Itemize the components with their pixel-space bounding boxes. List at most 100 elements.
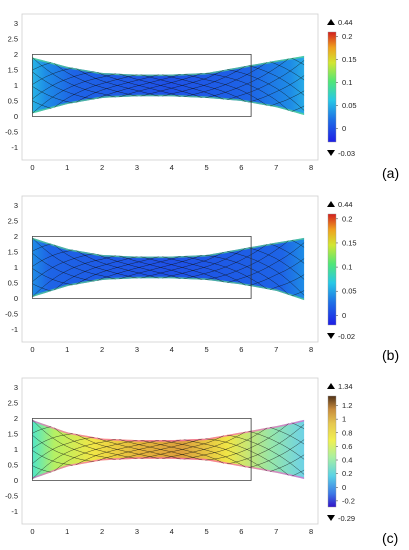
mesh-line	[140, 251, 225, 279]
figure-panels: 32.521.510.50-0.5-10 1 2 3 4 5 6 7 80.44-0.030.2…	[5, 13, 409, 546]
colorbar-tick-label: 0.2	[342, 32, 352, 41]
y-tick-label: -0.5	[5, 128, 18, 137]
mesh-line	[269, 61, 305, 115]
colorbar-tick-label: 0.05	[342, 287, 357, 296]
mesh-line	[205, 58, 289, 99]
y-tick-label: 2.5	[8, 34, 18, 43]
mesh-line	[226, 419, 305, 465]
mesh-line	[269, 419, 305, 472]
y-tick-label: 1.5	[8, 247, 18, 256]
colorbar-tick-label: 1	[342, 415, 346, 424]
mesh-line	[140, 69, 225, 97]
mesh-line	[248, 55, 305, 103]
x-tick-label: 6	[239, 163, 243, 172]
mesh-line	[183, 62, 268, 98]
mesh-line	[118, 438, 203, 460]
mesh-line	[313, 420, 397, 479]
mesh-line	[32, 253, 95, 298]
colorbar-max-marker	[327, 383, 335, 389]
mesh-line	[53, 74, 138, 108]
x-tick-label: 0	[30, 163, 34, 172]
mesh-line	[161, 247, 246, 279]
y-tick-label: 2	[14, 232, 18, 241]
colorbar-tick-label: 0.2	[342, 214, 352, 223]
mesh-line	[378, 56, 409, 115]
colorbar-min-marker	[327, 150, 335, 156]
x-tick-label: 3	[135, 345, 139, 354]
mesh-line	[269, 427, 305, 479]
mesh-line	[118, 72, 203, 98]
mesh-line	[118, 254, 203, 280]
mesh-line	[400, 56, 409, 115]
y-tick-label: 1.5	[8, 65, 18, 74]
mesh-line	[226, 55, 305, 100]
y-tick-label: 0.5	[8, 460, 18, 469]
x-tick-label: 1	[65, 163, 69, 172]
colorbar-tick-label: 1.2	[342, 401, 352, 410]
mesh-line	[356, 420, 409, 479]
x-tick-label: 7	[274, 163, 278, 172]
top-edge-band	[32, 55, 305, 77]
y-tick-label: 3	[14, 19, 18, 28]
y-tick-label: 0	[14, 294, 18, 303]
colorbar-tick-label: 0	[342, 311, 346, 320]
mesh-line	[161, 431, 246, 460]
mesh-line	[32, 433, 73, 479]
y-tick-label: 3	[14, 201, 18, 210]
mesh-line	[400, 238, 409, 300]
mesh-line	[32, 243, 52, 298]
mesh-line	[205, 240, 289, 281]
mesh-line	[161, 65, 246, 97]
colorbar-min-marker	[327, 515, 335, 521]
mesh-line	[53, 256, 138, 291]
x-tick-label: 6	[239, 527, 243, 536]
colorbar-tick-label: 0.2	[342, 469, 352, 478]
x-tick-label: 4	[170, 345, 174, 354]
y-tick-label: 2	[14, 414, 18, 423]
panel-label: (b)	[382, 347, 399, 363]
bottom-edge-band	[32, 457, 305, 479]
mesh-line	[400, 238, 409, 300]
mesh-line	[97, 439, 181, 462]
mesh-line	[97, 255, 181, 281]
mesh-lines	[32, 419, 409, 479]
mesh-line	[400, 420, 409, 479]
x-tick-label: 5	[204, 345, 208, 354]
y-tick-label: 2.5	[8, 216, 18, 225]
mesh-line	[32, 426, 52, 479]
y-tick-label: 0	[14, 476, 18, 485]
y-tick-label: 0	[14, 112, 18, 121]
mesh-line	[32, 436, 95, 479]
y-tick-label: 1	[14, 445, 18, 454]
colorbar-tick-label: 0.1	[342, 263, 352, 272]
y-tick-label: -1	[11, 143, 18, 152]
mesh-line	[378, 56, 409, 115]
mesh-line	[32, 67, 73, 114]
mesh-line	[32, 255, 117, 298]
mesh-line	[269, 237, 305, 290]
colorbar	[327, 31, 337, 143]
surface-edge-bands	[32, 55, 305, 115]
x-tick-label: 8	[309, 163, 313, 172]
mesh-lines	[32, 55, 409, 115]
colorbar-tick-label: 0	[342, 124, 346, 133]
colorbar-tick-label: 0.15	[342, 238, 357, 247]
colorbar-max-label: 1.34	[338, 382, 353, 391]
mesh-line	[226, 237, 305, 283]
mesh-line	[356, 56, 409, 115]
y-tick-label: -0.5	[5, 310, 18, 319]
mesh-line	[205, 423, 289, 461]
colorbar-tick-label: 0.1	[342, 78, 352, 87]
x-tick-label: 4	[170, 163, 174, 172]
mesh-line	[53, 439, 138, 472]
panel-c: 3 2.5 2 1.5 1 0.5 0 -0.5 -1 0 1 2 3 4 5 6 7 8 1.34 -0.29 1.2…	[5, 377, 409, 546]
x-tick-label: 6	[239, 345, 243, 354]
mesh-line	[32, 438, 117, 479]
mesh-line	[269, 55, 305, 107]
x-tick-label: 2	[100, 345, 104, 354]
mesh-line	[32, 249, 73, 298]
colorbar-max-marker	[327, 19, 335, 25]
bottom-edge-band	[32, 276, 305, 301]
y-tick-label: -1	[11, 507, 18, 516]
